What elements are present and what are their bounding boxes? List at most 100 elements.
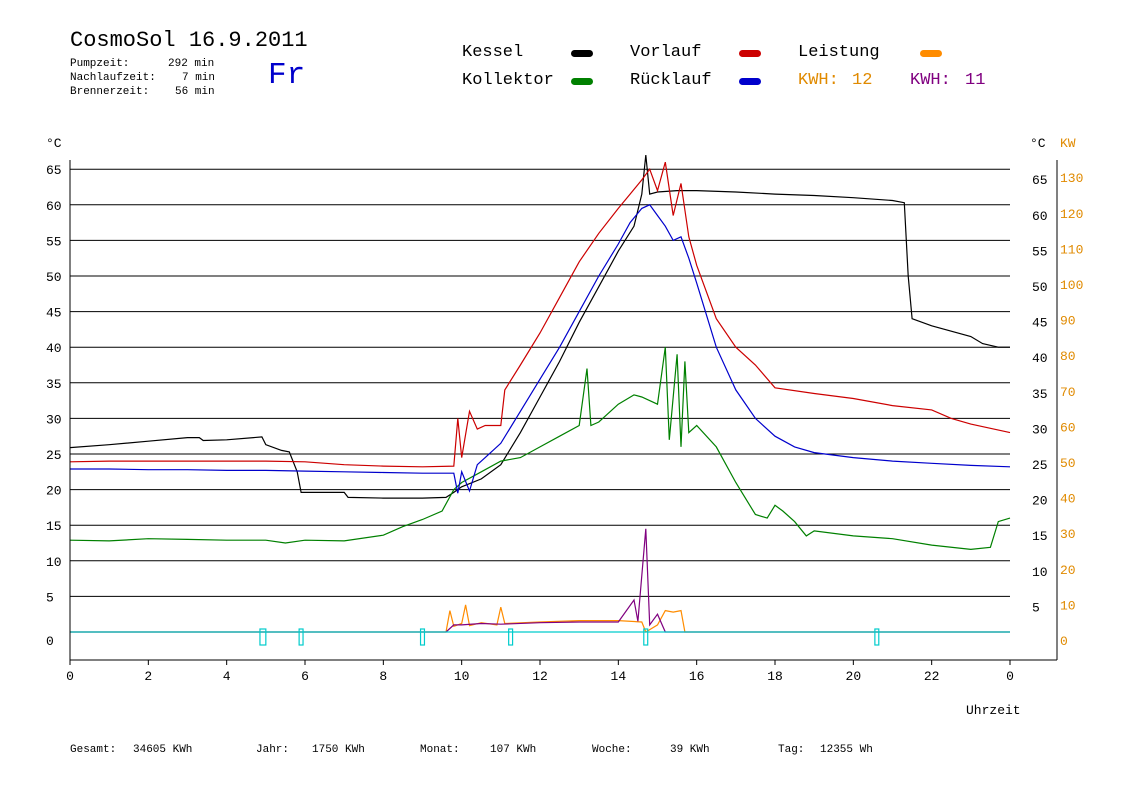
day-label: Tag: xyxy=(778,744,805,756)
y-tick-label-right-temp: 35 xyxy=(1032,387,1048,402)
y-tick-label-right-temp: 40 xyxy=(1032,351,1048,366)
y-tick-label-right-temp: 30 xyxy=(1032,422,1048,437)
y-tick-label-right-power: 20 xyxy=(1060,563,1076,578)
y-tick-label-right-power: 100 xyxy=(1060,278,1083,293)
burner-time-label: Brennerzeit: xyxy=(70,86,150,98)
series-kollektor xyxy=(69,347,1011,551)
total-label: Gesamt: xyxy=(70,744,117,756)
y-tick-label-left: 10 xyxy=(46,555,62,570)
legend-kessel: Kessel xyxy=(462,43,524,62)
legend-leistung: Leistung xyxy=(798,43,880,62)
kwh-1-value: 12 xyxy=(852,71,873,90)
pump-marker xyxy=(259,628,267,646)
day-value: 12355 Wh xyxy=(820,744,873,756)
x-tick-label: 0 xyxy=(1006,669,1014,684)
x-tick-label: 2 xyxy=(144,669,152,684)
month-label: Monat: xyxy=(420,744,460,756)
pump-marker xyxy=(419,628,426,646)
x-tick-label: 16 xyxy=(689,669,705,684)
y-tick-label-right-temp: 55 xyxy=(1032,244,1048,259)
pump-marker xyxy=(874,628,880,646)
week-value: 39 KWh xyxy=(670,744,710,756)
kwh-2-value: 11 xyxy=(965,71,986,90)
x-tick-label: 10 xyxy=(454,669,470,684)
after-run-time-value: 7 min xyxy=(182,72,216,84)
y-tick-label-left: 20 xyxy=(46,484,62,499)
x-axis-label: Uhrzeit xyxy=(966,703,1021,718)
y-tick-label-left: 55 xyxy=(46,234,62,249)
pump-time-value: 292 min xyxy=(168,58,215,70)
y-tick-label-right-power: 10 xyxy=(1060,598,1076,613)
y-tick-label-left: 25 xyxy=(46,448,62,463)
y-tick-label-right-power: 30 xyxy=(1060,527,1076,542)
y-tick-label-right-power: 60 xyxy=(1060,420,1076,435)
y-tick-label-left: 35 xyxy=(46,377,62,392)
legend-vorlauf: Vorlauf xyxy=(630,43,702,62)
year-label: Jahr: xyxy=(256,744,290,756)
x-tick-label: 12 xyxy=(532,669,548,684)
y-tick-label-right-temp: 25 xyxy=(1032,458,1048,473)
y-tick-label-right-power: 130 xyxy=(1060,171,1083,186)
y-tick-label-left: 5 xyxy=(46,590,54,605)
series-rcklauf xyxy=(70,204,1011,494)
y-tick-label-right-temp: 20 xyxy=(1032,494,1048,509)
series-power-2 xyxy=(70,528,1010,633)
x-tick-label: 20 xyxy=(846,669,862,684)
pump-marker xyxy=(643,628,649,646)
y-tick-label-right-power: 50 xyxy=(1060,456,1076,471)
y-tick-label-right-temp: 60 xyxy=(1032,209,1048,224)
y-unit-right-power: KW xyxy=(1060,136,1076,151)
y-tick-label-right-power: 70 xyxy=(1060,385,1076,400)
y-tick-label-left: 60 xyxy=(46,199,62,214)
x-tick-label: 8 xyxy=(379,669,387,684)
y-tick-label-left: 30 xyxy=(46,412,62,427)
y-tick-label-left: 0 xyxy=(46,634,54,649)
legend-kessel-swatch xyxy=(571,50,593,57)
legend-kollektor: Kollektor xyxy=(462,71,554,90)
y-tick-label-left: 40 xyxy=(46,341,62,356)
y-tick-label-right-temp: 15 xyxy=(1032,529,1048,544)
series-leistung xyxy=(70,604,1010,633)
kwh-2-label: KWH: xyxy=(910,71,951,90)
legend-ruecklauf: Rücklauf xyxy=(630,71,712,90)
legend-kollektor-swatch xyxy=(571,78,593,85)
y-tick-label-right-temp: 10 xyxy=(1032,565,1048,580)
y-tick-label-left: 45 xyxy=(46,306,62,321)
weekday-label: Fr xyxy=(268,58,306,93)
y-tick-label-right-power: 110 xyxy=(1060,242,1083,257)
week-label: Woche: xyxy=(592,744,632,756)
series-vorlauf xyxy=(69,161,1011,468)
y-tick-label-right-power: 120 xyxy=(1060,207,1083,222)
y-tick-label-right-power: 90 xyxy=(1060,314,1076,329)
y-unit-right-temp: °C xyxy=(1030,136,1046,151)
total-value: 34605 KWh xyxy=(133,744,193,756)
x-tick-label: 4 xyxy=(223,669,231,684)
pump-marker xyxy=(298,628,304,646)
burner-time-value: 56 min xyxy=(175,86,215,98)
y-tick-label-right-temp: 45 xyxy=(1032,316,1048,331)
pump-marker xyxy=(508,628,514,646)
y-tick-label-left: 15 xyxy=(46,519,62,534)
y-tick-label-right-power: 40 xyxy=(1060,492,1076,507)
after-run-time-label: Nachlaufzeit: xyxy=(70,72,156,84)
y-tick-label-left: 65 xyxy=(46,163,62,178)
pump-time-label: Pumpzeit: xyxy=(70,58,130,70)
x-tick-label: 18 xyxy=(767,669,783,684)
y-tick-label-left: 50 xyxy=(46,270,62,285)
month-value: 107 KWh xyxy=(490,744,537,756)
temperature-chart: 0 2 4 6 8 10 12 14 16 18 20 22 005101520253035404550… xyxy=(46,136,1083,718)
y-unit-left: °C xyxy=(46,136,62,151)
y-tick-label-right-power: 0 xyxy=(1060,634,1068,649)
y-tick-label-right-temp: 65 xyxy=(1032,173,1048,188)
y-tick-label-right-temp: 50 xyxy=(1032,280,1048,295)
kwh-1-label: KWH: xyxy=(798,71,839,90)
y-tick-label-right-temp: 5 xyxy=(1032,600,1040,615)
series-kessel xyxy=(69,154,1010,499)
legend-leistung-swatch xyxy=(920,50,942,57)
legend-ruecklauf-swatch xyxy=(739,78,761,85)
chart-title: CosmoSol 16.9.2011 xyxy=(70,28,308,53)
y-tick-label-right-power: 80 xyxy=(1060,349,1076,364)
x-tick-label: 22 xyxy=(924,669,940,684)
legend-vorlauf-swatch xyxy=(739,50,761,57)
x-tick-label: 0 xyxy=(66,669,74,684)
